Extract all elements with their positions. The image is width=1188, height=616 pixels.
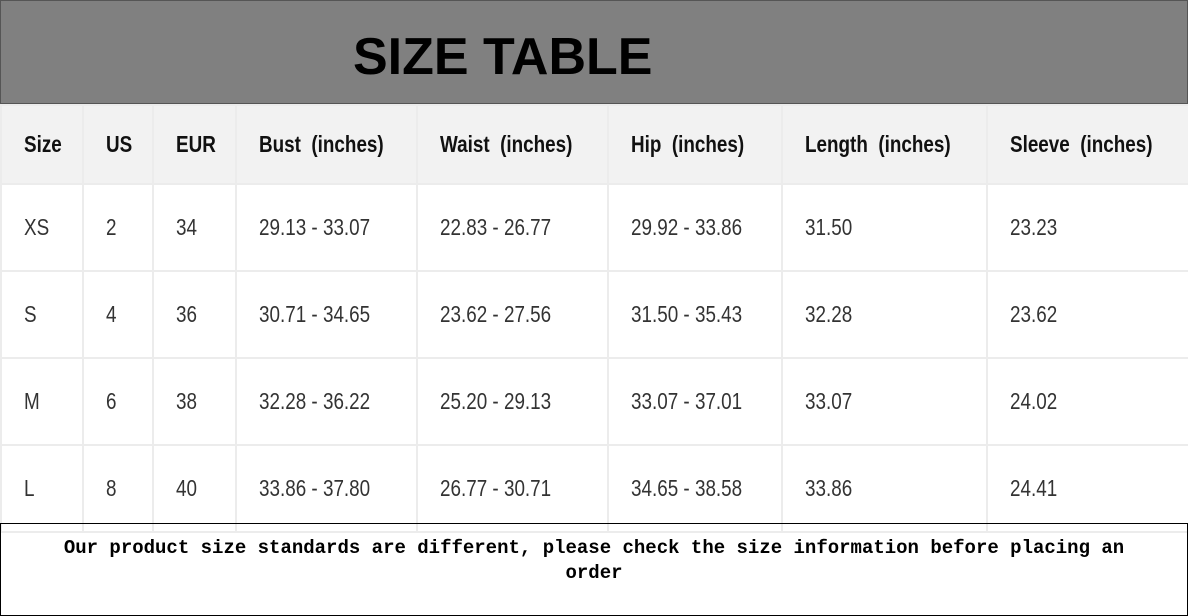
table-cell: M [0, 357, 84, 446]
table-cell: 8 [82, 444, 154, 533]
column-header: Bust (inches) [235, 104, 418, 185]
cell-value: 31.50 - 35.43 [631, 301, 743, 327]
column-header: Waist (inches) [416, 104, 609, 185]
cell-value: L [24, 475, 35, 501]
cell-value: 2 [106, 214, 117, 240]
table-cell: 24.41 [986, 444, 1188, 533]
table-cell: 33.07 [781, 357, 988, 446]
table-cell: 29.13 - 33.07 [235, 183, 418, 272]
cell-value: 33.86 - 37.80 [259, 475, 371, 501]
table-cell: 30.71 - 34.65 [235, 270, 418, 359]
cell-value: 33.07 [805, 388, 853, 414]
cell-value: 24.02 [1010, 388, 1058, 414]
cell-value: 32.28 [805, 301, 853, 327]
cell-value: 38 [176, 388, 197, 414]
column-header-label: Length (inches) [805, 131, 951, 157]
table-cell: 32.28 - 36.22 [235, 357, 418, 446]
table-row: S 4 36 30.71 - 34.65 23.62 - 27.56 31.50 - 35… [0, 270, 1188, 359]
column-header-label: EUR [176, 131, 216, 157]
column-header: EUR [152, 104, 237, 185]
cell-value: 34 [176, 214, 197, 240]
table-row: XS 2 34 29.13 - 33.07 22.83 - 26.77 29.92 - 3… [0, 183, 1188, 272]
table-cell: 23.62 [986, 270, 1188, 359]
table-cell: 31.50 [781, 183, 988, 272]
table-cell: 33.86 - 37.80 [235, 444, 418, 533]
cell-value: S [24, 301, 37, 327]
cell-value: 32.28 - 36.22 [259, 388, 371, 414]
table-cell: 38 [152, 357, 237, 446]
cell-value: 23.23 [1010, 214, 1058, 240]
cell-value: 6 [106, 388, 117, 414]
column-header-label: Waist (inches) [440, 131, 573, 157]
table-cell: L [0, 444, 84, 533]
cell-value: 29.92 - 33.86 [631, 214, 743, 240]
table-cell: 6 [82, 357, 154, 446]
cell-value: 33.07 - 37.01 [631, 388, 743, 414]
table-row: L 8 40 33.86 - 37.80 26.77 - 30.71 34.65 - 38… [0, 444, 1188, 533]
table-cell: XS [0, 183, 84, 272]
column-header-label: Sleeve (inches) [1010, 131, 1153, 157]
table-cell: 34.65 - 38.58 [607, 444, 783, 533]
table-cell: 31.50 - 35.43 [607, 270, 783, 359]
table-cell: 25.20 - 29.13 [416, 357, 609, 446]
column-header-label: Hip (inches) [631, 131, 745, 157]
table-cell: 23.62 - 27.56 [416, 270, 609, 359]
cell-value: 31.50 [805, 214, 853, 240]
cell-value: 34.65 - 38.58 [631, 475, 743, 501]
table-cell: 29.92 - 33.86 [607, 183, 783, 272]
cell-value: 33.86 [805, 475, 853, 501]
table-cell: 36 [152, 270, 237, 359]
cell-value: 29.13 - 33.07 [259, 214, 371, 240]
cell-value: 4 [106, 301, 117, 327]
column-header-label: US [106, 131, 133, 157]
cell-value: 36 [176, 301, 197, 327]
column-header: Length (inches) [781, 104, 988, 185]
table-cell: 40 [152, 444, 237, 533]
cell-value: 26.77 - 30.71 [440, 475, 552, 501]
cell-value: 24.41 [1010, 475, 1058, 501]
column-header: Sleeve (inches) [986, 104, 1188, 185]
column-header-label: Bust (inches) [259, 131, 384, 157]
table-cell: 4 [82, 270, 154, 359]
cell-value: XS [24, 214, 50, 240]
table-row: M 6 38 32.28 - 36.22 25.20 - 29.13 33.07 - 37… [0, 357, 1188, 446]
cell-value: 25.20 - 29.13 [440, 388, 552, 414]
table-cell: 23.23 [986, 183, 1188, 272]
header-row: Size US EUR Bust (inches) Waist (inches) Hip … [0, 104, 1188, 185]
cell-value: 30.71 - 34.65 [259, 301, 371, 327]
cell-value: 40 [176, 475, 197, 501]
column-header: Size [0, 104, 84, 185]
table-cell: 26.77 - 30.71 [416, 444, 609, 533]
table-cell: 32.28 [781, 270, 988, 359]
size-table: Size US EUR Bust (inches) Waist (inches) Hip … [0, 104, 1188, 533]
table-cell: 33.86 [781, 444, 988, 533]
cell-value: M [24, 388, 40, 414]
column-header: Hip (inches) [607, 104, 783, 185]
table-cell: 22.83 - 26.77 [416, 183, 609, 272]
page-title: SIZE TABLE [353, 28, 653, 86]
title-bar: SIZE TABLE [0, 0, 1188, 104]
table-cell: 2 [82, 183, 154, 272]
cell-value: 8 [106, 475, 117, 501]
cell-value: 22.83 - 26.77 [440, 214, 552, 240]
table-cell: 24.02 [986, 357, 1188, 446]
table-cell: 33.07 - 37.01 [607, 357, 783, 446]
cell-value: 23.62 [1010, 301, 1058, 327]
size-note: Our product size standards are different… [0, 523, 1188, 616]
column-header-label: Size [24, 131, 62, 157]
column-header: US [82, 104, 154, 185]
table-cell: 34 [152, 183, 237, 272]
table-cell: S [0, 270, 84, 359]
cell-value: 23.62 - 27.56 [440, 301, 552, 327]
